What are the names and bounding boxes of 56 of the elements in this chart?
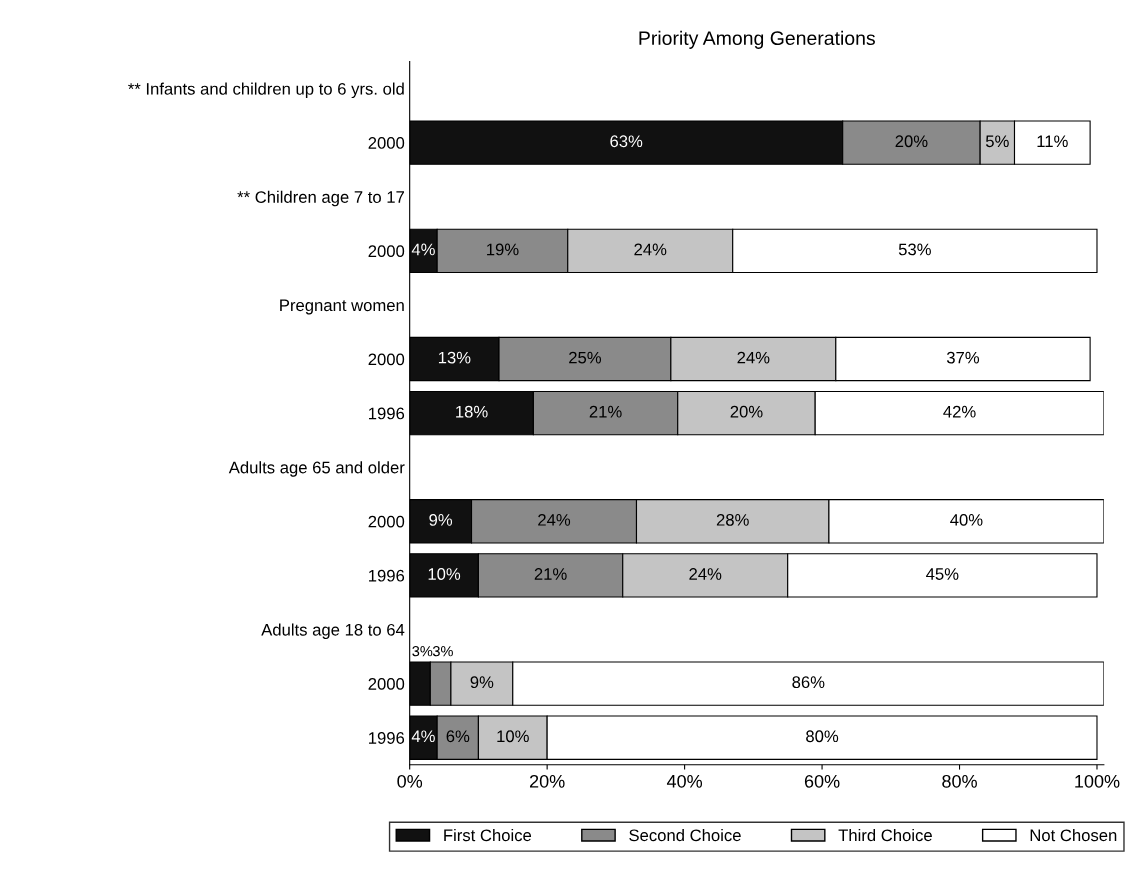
data-label: 86% <box>792 676 825 689</box>
data-label: 37% <box>946 351 980 364</box>
chart-title: Priority Among Generations <box>639 30 875 49</box>
data-label: 10% <box>497 730 529 743</box>
y-tick-label: 2000 <box>368 245 405 258</box>
data-label: 11% <box>1037 135 1068 148</box>
data-label: 20% <box>895 135 928 148</box>
data-label: 20% <box>730 405 763 418</box>
data-label: 13% <box>438 351 471 364</box>
data-label: 9% <box>429 513 453 526</box>
y-tick-label: 2000 <box>368 137 405 149</box>
data-label: 24% <box>737 351 770 364</box>
y-tick-label: 1996 <box>369 407 405 420</box>
data-label: 45% <box>926 568 959 580</box>
data-label: 4% <box>411 730 435 743</box>
legend-label: Second Choice <box>629 828 741 842</box>
y-tick-label: 2000 <box>368 515 405 528</box>
data-label: 6% <box>446 730 470 743</box>
data-label: 42% <box>943 405 976 418</box>
y-tick-label: Adults age 18 to 64 <box>261 623 405 639</box>
data-label: 63% <box>610 135 643 148</box>
legend-label: First Choice <box>444 828 532 842</box>
x-tick-label: 100% <box>1075 774 1120 788</box>
data-label: 24% <box>538 513 571 526</box>
y-tick-label: ** Children age 7 to 17 <box>237 190 404 207</box>
y-tick-label: 2000 <box>368 353 405 366</box>
data-label: 19% <box>487 243 519 256</box>
x-tick-label: 40% <box>666 774 703 788</box>
data-label: 24% <box>634 243 667 256</box>
data-label: 5% <box>985 135 1009 148</box>
data-label: 28% <box>716 513 749 526</box>
y-tick-label: 2000 <box>368 677 405 690</box>
data-label: 80% <box>806 730 839 743</box>
legend-label: Not Chosen <box>1030 828 1117 842</box>
y-tick-label: Pregnant women <box>280 299 404 315</box>
y-tick-label: Adults age 65 and older <box>228 461 405 477</box>
data-label: 25% <box>569 351 602 364</box>
x-tick-label: 60% <box>804 774 840 788</box>
data-label: 9% <box>470 676 494 689</box>
y-tick-label: 1996 <box>369 732 405 744</box>
x-tick-label: 0% <box>397 774 423 788</box>
data-label: 53% <box>898 243 931 256</box>
data-label: 3% <box>432 646 453 657</box>
data-label: 40% <box>950 513 983 526</box>
x-tick-label: 80% <box>942 774 977 788</box>
y-tick-label: ** Infants and children up to 6 yrs. old <box>128 82 404 99</box>
data-label: 21% <box>589 405 622 418</box>
legend-label: Third Choice <box>838 828 932 842</box>
data-label: 21% <box>534 568 567 580</box>
y-tick-label: 1996 <box>369 569 405 582</box>
x-tick-label: 20% <box>529 774 565 788</box>
data-label: 4% <box>411 243 435 256</box>
data-label: 24% <box>689 568 722 580</box>
data-label: 10% <box>428 568 461 580</box>
data-label: 3% <box>412 646 433 657</box>
data-label: 18% <box>456 405 488 418</box>
